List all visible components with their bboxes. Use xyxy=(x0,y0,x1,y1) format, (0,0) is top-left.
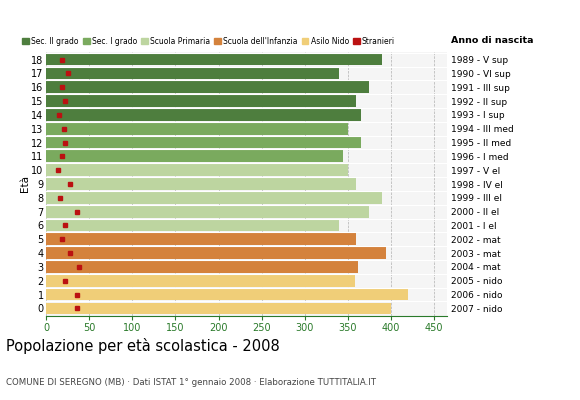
Bar xyxy=(46,289,408,300)
Text: Popolazione per età scolastica - 2008: Popolazione per età scolastica - 2008 xyxy=(6,338,280,354)
Bar xyxy=(46,192,382,204)
Bar xyxy=(46,81,369,93)
Bar xyxy=(46,123,347,134)
Bar xyxy=(46,54,382,66)
Bar xyxy=(46,137,361,148)
Bar xyxy=(46,109,361,121)
Bar xyxy=(46,178,356,190)
Text: Anno di nascita: Anno di nascita xyxy=(451,36,534,46)
Text: COMUNE DI SEREGNO (MB) · Dati ISTAT 1° gennaio 2008 · Elaborazione TUTTITALIA.IT: COMUNE DI SEREGNO (MB) · Dati ISTAT 1° g… xyxy=(6,378,376,387)
Bar xyxy=(46,95,356,107)
Legend: Sec. II grado, Sec. I grado, Scuola Primaria, Scuola dell'Infanzia, Asilo Nido, : Sec. II grado, Sec. I grado, Scuola Prim… xyxy=(22,36,395,46)
Bar xyxy=(46,234,356,245)
Bar xyxy=(46,220,339,231)
Bar xyxy=(46,206,369,218)
Bar xyxy=(46,302,391,314)
Bar xyxy=(46,261,358,273)
Bar xyxy=(46,150,343,162)
Bar xyxy=(46,164,347,176)
Bar xyxy=(46,247,386,259)
Y-axis label: Età: Età xyxy=(20,176,30,192)
Bar xyxy=(46,275,354,287)
Bar xyxy=(46,68,339,79)
